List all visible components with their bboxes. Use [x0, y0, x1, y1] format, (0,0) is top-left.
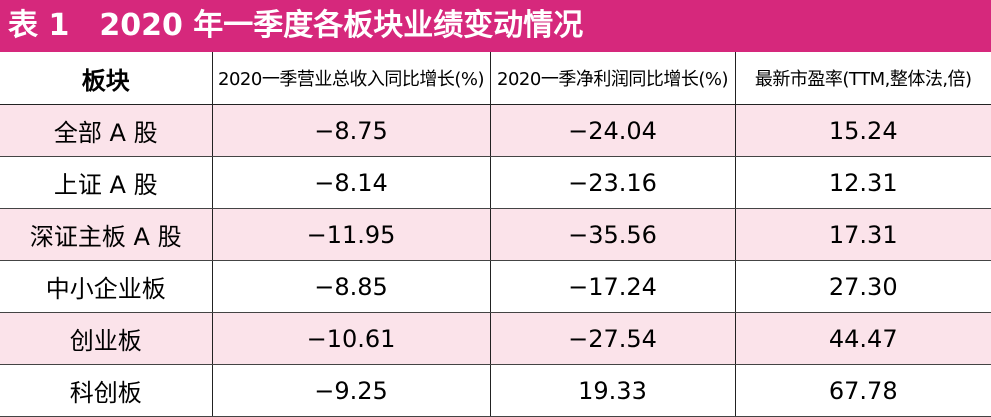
header-cell: 板块	[0, 52, 213, 105]
cell: 19.33	[489, 364, 736, 417]
row-label: 上证 A 股	[0, 156, 213, 209]
cell: −35.56	[489, 208, 736, 261]
row-label: 中小企业板	[0, 260, 213, 313]
row-label: 创业板	[0, 312, 213, 365]
row-label: 全部 A 股	[0, 104, 213, 157]
table-row: 科创板 −9.25 19.33 67.78	[0, 364, 991, 417]
cell: −8.14	[211, 156, 491, 209]
header-cell: 最新市盈率(TTM,整体法,倍)	[734, 52, 991, 105]
header-cell: 2020一季营业总收入同比增长(%)	[211, 52, 491, 105]
cell: 27.30	[734, 260, 991, 313]
cell: 12.31	[734, 156, 991, 209]
header-cell: 2020一季净利润同比增长(%)	[489, 52, 736, 105]
table: 板块 2020一季营业总收入同比增长(%) 2020一季净利润同比增长(%) 最新市盈…	[0, 52, 991, 417]
cell: −27.54	[489, 312, 736, 365]
cell: 17.31	[734, 208, 991, 261]
header-row: 板块 2020一季营业总收入同比增长(%) 2020一季净利润同比增长(%) 最新市盈…	[0, 52, 991, 105]
cell: 67.78	[734, 364, 991, 417]
cell: −24.04	[489, 104, 736, 157]
table-row: 全部 A 股 −8.75 −24.04 15.24	[0, 104, 991, 157]
table-row: 中小企业板 −8.85 −17.24 27.30	[0, 260, 991, 313]
table-body: 全部 A 股 −8.75 −24.04 15.24 上证 A 股 −8.14 −23.16 1…	[0, 104, 991, 417]
table-row: 深证主板 A 股 −11.95 −35.56 17.31	[0, 208, 991, 261]
cell: −11.95	[211, 208, 491, 261]
table-title: 表 1 2020 年一季度各板块业绩变动情况	[0, 0, 991, 52]
cell: −8.75	[211, 104, 491, 157]
row-label: 科创板	[0, 364, 213, 417]
table-row: 上证 A 股 −8.14 −23.16 12.31	[0, 156, 991, 209]
cell: −8.85	[211, 260, 491, 313]
cell: 15.24	[734, 104, 991, 157]
row-label: 深证主板 A 股	[0, 208, 213, 261]
cell: −17.24	[489, 260, 736, 313]
cell: −10.61	[211, 312, 491, 365]
cell: 44.47	[734, 312, 991, 365]
cell: −9.25	[211, 364, 491, 417]
table-row: 创业板 −10.61 −27.54 44.47	[0, 312, 991, 365]
cell: −23.16	[489, 156, 736, 209]
